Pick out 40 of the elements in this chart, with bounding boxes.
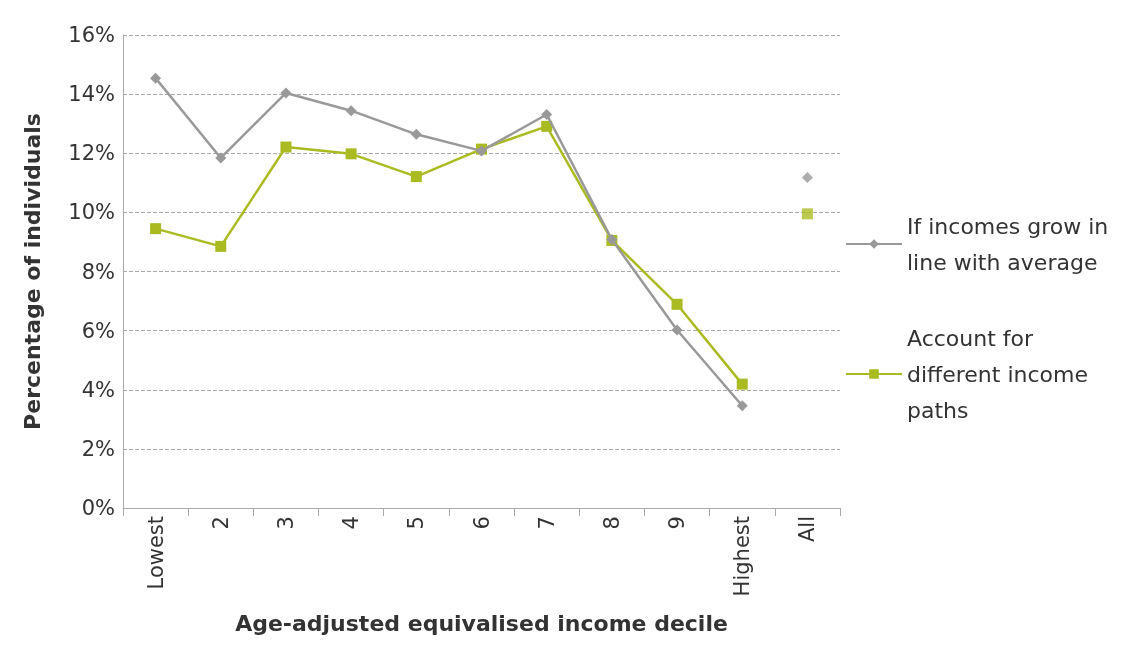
point: [541, 120, 553, 132]
point: [215, 152, 227, 164]
point: [150, 223, 162, 235]
point: [345, 148, 357, 160]
x-tick-label: 6: [469, 516, 494, 530]
point: [541, 109, 553, 121]
point: [150, 72, 162, 84]
point: [410, 128, 422, 140]
point: [345, 105, 357, 117]
point: [280, 87, 292, 99]
point: [215, 240, 227, 252]
point: [736, 400, 748, 412]
legend-label: Account for different income paths: [907, 325, 1095, 423]
y-tick-label: 6%: [81, 318, 115, 343]
x-tick-label: 5: [404, 516, 429, 530]
y-tick-label: 16%: [68, 23, 115, 47]
y-tick-label: 10%: [68, 200, 115, 225]
x-tick-label: 4: [339, 516, 364, 530]
y-tick-label: 8%: [81, 259, 115, 284]
x-tick-label: 7: [534, 516, 559, 530]
x-tick-label: Highest: [730, 516, 755, 597]
point: [671, 298, 683, 310]
point: [736, 378, 748, 390]
legend-label: If incomes grow in line with average: [907, 213, 1116, 275]
y-tick-label: 14%: [68, 82, 115, 107]
x-tick-label: Lowest: [143, 516, 168, 590]
point: [410, 171, 422, 183]
x-tick-label: All: [795, 516, 820, 543]
x-tick-label: 3: [273, 516, 298, 530]
y-tick-label: 0%: [81, 496, 115, 520]
point: [671, 324, 683, 336]
x-tick-label: 9: [665, 516, 690, 530]
x-tick-label: 2: [208, 516, 233, 530]
x-tick-label: 8: [599, 516, 624, 530]
y-tick-label: 2%: [81, 436, 115, 461]
point: [280, 141, 292, 153]
y-tick-label: 4%: [81, 377, 115, 402]
y-axis-title: Percentage of individuals: [19, 113, 45, 430]
x-axis-title: Age-adjusted equivalised income decile: [235, 610, 728, 636]
y-tick-label: 12%: [68, 141, 115, 166]
